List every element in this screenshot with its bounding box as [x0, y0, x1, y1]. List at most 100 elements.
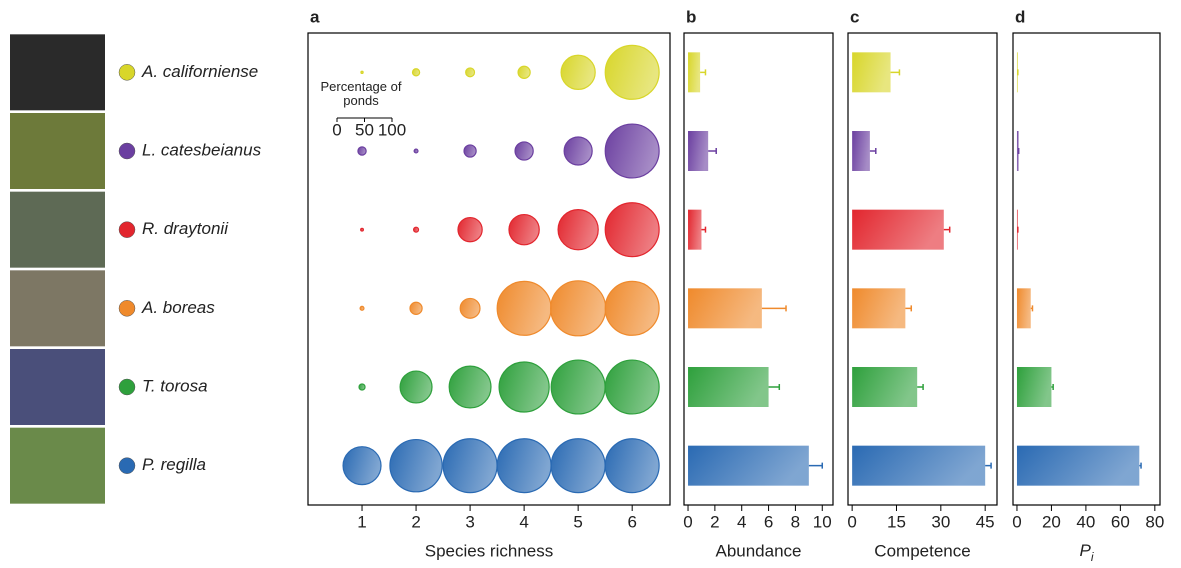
error-bar [917, 384, 924, 390]
legend-dot [118, 378, 136, 396]
x-axis-label-main: P [1079, 541, 1091, 560]
legend-dot [118, 142, 136, 160]
x-tick-label: 20 [1042, 512, 1061, 531]
species-label: A. californiense [141, 62, 258, 81]
x-tick-label: 40 [1076, 512, 1095, 531]
bubble [359, 305, 365, 311]
species-label: R. draytonii [142, 219, 229, 238]
bubble [498, 361, 550, 413]
x-tick-label: 0 [683, 512, 692, 531]
bubble [360, 227, 365, 232]
panel-letter: d [1015, 7, 1025, 26]
bar [688, 288, 762, 329]
bubble [508, 213, 540, 246]
x-tick-label: 1 [357, 512, 366, 531]
error-bar [890, 69, 901, 76]
bubble [459, 297, 481, 319]
x-tick-label: 6 [627, 512, 636, 531]
plot-frame [683, 32, 834, 506]
bubble [389, 438, 443, 493]
x-axis-label-sub: i [1091, 550, 1094, 564]
error-bar [1139, 462, 1142, 469]
error-bar [869, 148, 877, 154]
bubble [360, 70, 364, 75]
bar [1016, 288, 1031, 329]
x-tick-label: 0 [1012, 512, 1021, 531]
bar [1016, 445, 1140, 486]
plot-frame [307, 32, 671, 506]
bar [688, 131, 709, 171]
bubble [357, 146, 367, 156]
size-legend-title: Percentage of ponds [320, 79, 402, 108]
error-bar [761, 305, 787, 312]
bubble [411, 68, 421, 77]
size-legend-label: 50 [355, 120, 374, 139]
bar [852, 131, 870, 171]
bar [688, 445, 809, 486]
error-bar [1030, 305, 1034, 312]
error-bar [1051, 384, 1054, 390]
error-bar [943, 226, 951, 233]
bubble [465, 67, 476, 78]
photo [10, 270, 105, 347]
bubble [448, 365, 492, 409]
species-label: L. catesbeianus [142, 140, 262, 159]
x-tick-label: 4 [519, 512, 528, 531]
bubble [358, 383, 366, 391]
x-tick-label: 4 [737, 512, 746, 531]
bubble [604, 438, 660, 494]
species-label: P. regilla [142, 455, 206, 474]
x-tick-label: 3 [465, 512, 474, 531]
species-label: T. torosa [142, 376, 208, 395]
bubble [442, 438, 498, 494]
bar [1016, 131, 1019, 171]
legend-dot [118, 300, 136, 317]
error-bar [700, 69, 707, 76]
error-bar [808, 462, 824, 469]
photo [10, 34, 105, 111]
photo [10, 113, 105, 189]
plot-frame [1012, 32, 1161, 506]
panel-letter: b [686, 7, 696, 26]
bubble [514, 141, 534, 161]
bar [852, 367, 918, 407]
photo [10, 427, 105, 504]
error-bar [985, 462, 992, 469]
panel-letter: a [310, 7, 320, 26]
photo [10, 349, 105, 425]
x-tick-label: 2 [710, 512, 719, 531]
x-tick-label: 10 [813, 512, 832, 531]
x-tick-label: 30 [931, 512, 950, 531]
bubble [409, 301, 423, 315]
bar [688, 209, 702, 250]
x-tick-label: 60 [1111, 512, 1130, 531]
x-tick-label: 45 [976, 512, 995, 531]
bubble [457, 216, 483, 243]
bubble [560, 54, 596, 90]
panel-letter: c [850, 7, 859, 26]
bubble [413, 148, 419, 154]
bar [852, 52, 891, 93]
bubble [399, 370, 433, 404]
x-axis-label: Competence [874, 541, 970, 560]
bubble [557, 208, 599, 251]
error-bar [701, 226, 707, 233]
size-legend-label: 100 [378, 120, 406, 139]
plot-frame [847, 32, 998, 506]
x-tick-label: 5 [573, 512, 582, 531]
bar [1016, 367, 1052, 407]
bubble [604, 123, 660, 179]
bar [852, 209, 944, 250]
legend-dot [118, 64, 136, 81]
bubble [563, 136, 593, 166]
size-legend-label: 0 [332, 120, 341, 139]
bubble [604, 44, 660, 100]
legend-dot [118, 457, 136, 474]
x-tick-label: 15 [887, 512, 906, 531]
species-label: A. boreas [141, 298, 215, 317]
bubble [463, 144, 477, 158]
x-tick-label: 2 [411, 512, 420, 531]
error-bar [905, 305, 913, 312]
bubble [496, 438, 552, 494]
